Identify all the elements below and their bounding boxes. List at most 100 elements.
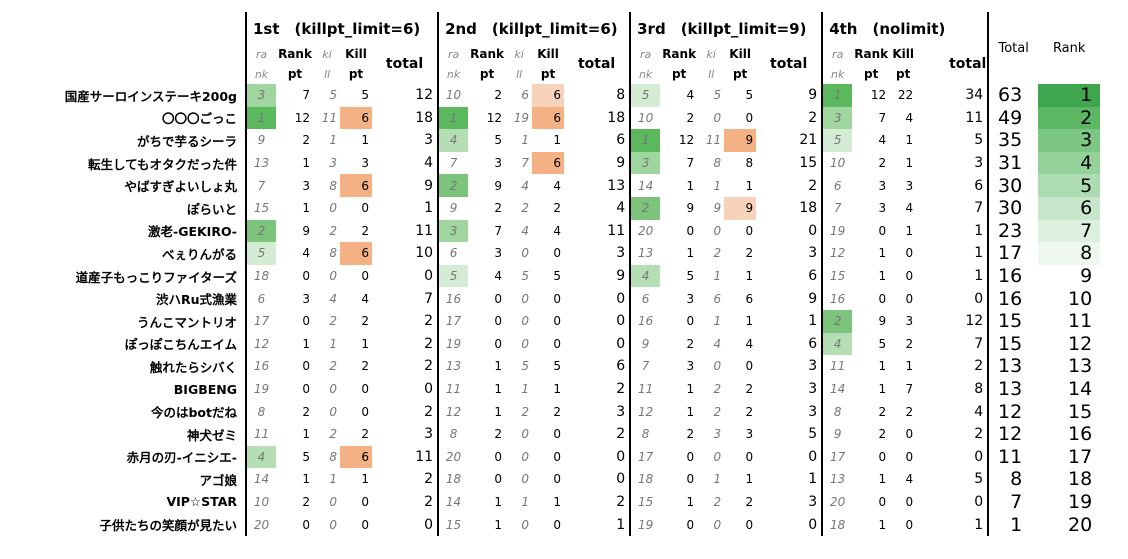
game-total: 3 bbox=[424, 132, 434, 149]
overall-rank: 2 bbox=[1038, 106, 1101, 130]
team-name: 国産サーロインステーキ200g bbox=[64, 88, 237, 104]
kills: 0 bbox=[713, 517, 722, 532]
team-name: アゴ娘 bbox=[199, 472, 237, 488]
game-total: 2 bbox=[616, 493, 626, 510]
kills: 0 bbox=[329, 269, 337, 284]
table-row: 触れたらシバく 16 0 2 2 2 13 1 5 5 6 7 3 0 0 3 11 1 1 2 13 13 bbox=[0, 355, 1100, 378]
subheader-rank: Rank bbox=[854, 47, 889, 61]
kill-points-blank bbox=[916, 107, 948, 130]
game-rank: 6 bbox=[437, 242, 469, 265]
kills: 2 bbox=[329, 359, 337, 374]
game-rank: 5 bbox=[629, 84, 661, 107]
subheader-pt: pt bbox=[732, 67, 748, 81]
game-rank: 1 bbox=[821, 84, 853, 107]
rank-points: 4 bbox=[302, 246, 310, 261]
table-row: 神犬ゼミ 11 1 2 2 3 8 2 0 0 2 8 2 3 3 5 9 2 0 2 12 16 bbox=[0, 422, 1100, 446]
rank-points: 7 bbox=[494, 223, 503, 238]
subheader-pt: pt bbox=[896, 67, 911, 81]
game-rank: 4 bbox=[629, 264, 661, 288]
game-rank: 16 bbox=[629, 309, 661, 333]
rank-points: 3 bbox=[878, 201, 887, 216]
game-total: 21 bbox=[799, 132, 818, 149]
game-rank: 3 bbox=[437, 219, 469, 243]
kills: 5 bbox=[713, 88, 722, 103]
table-row: アゴ娘 14 1 1 1 2 18 0 0 0 0 18 0 1 1 1 13 1 4 5 8 18 bbox=[0, 468, 1100, 491]
rank-points: 0 bbox=[878, 291, 887, 306]
game-rank: 17 bbox=[437, 309, 469, 333]
rank-points: 1 bbox=[494, 404, 503, 419]
kills: 0 bbox=[905, 427, 914, 442]
game-total: 8 bbox=[616, 87, 626, 104]
subheader-pt: pt bbox=[348, 67, 364, 81]
game-total: 1 bbox=[808, 471, 818, 488]
game-total: 2 bbox=[808, 109, 818, 126]
kills: 2 bbox=[713, 494, 722, 509]
game-total: 2 bbox=[616, 381, 626, 398]
rank-points: 0 bbox=[302, 314, 310, 329]
game-total: 6 bbox=[808, 335, 818, 352]
game-rank: 3 bbox=[629, 151, 661, 175]
kills: 2 bbox=[713, 382, 722, 397]
game-rank: 13 bbox=[629, 242, 661, 265]
kill-points: 1 bbox=[745, 472, 754, 487]
kill-points: 1 bbox=[361, 133, 369, 148]
kill-points: 0 bbox=[361, 269, 369, 284]
rank-points: 2 bbox=[878, 404, 887, 419]
game-total: 9 bbox=[424, 177, 434, 194]
kills: 5 bbox=[329, 88, 337, 103]
game-total: 2 bbox=[424, 471, 434, 488]
rank-points: 1 bbox=[686, 382, 695, 397]
rank-points: 12 bbox=[678, 133, 695, 148]
rank-points: 1 bbox=[302, 336, 310, 351]
kills: 4 bbox=[329, 291, 337, 306]
rank-points: 1 bbox=[302, 472, 310, 487]
game-total: 0 bbox=[616, 313, 626, 330]
kill-points: 2 bbox=[745, 494, 754, 509]
kill-points-blank bbox=[916, 468, 948, 491]
table-row: 赤月の刃-イニシエ- 4 5 8 6 11 20 0 0 0 0 17 0 0 0 0 17 0 0 0 11 17 bbox=[0, 445, 1100, 469]
rank-points: 4 bbox=[878, 133, 887, 148]
team-name: BIGBENG bbox=[173, 381, 237, 397]
game-rank: 4 bbox=[437, 129, 469, 152]
rank-points: 1 bbox=[878, 382, 887, 397]
game-rank: 18 bbox=[245, 264, 276, 288]
kill-points: 4 bbox=[361, 291, 369, 306]
kill-points-blank bbox=[916, 491, 948, 514]
kills: 1 bbox=[329, 472, 337, 487]
rank-points: 0 bbox=[302, 269, 310, 284]
subheader-pt: pt bbox=[671, 67, 687, 81]
game-total: 2 bbox=[424, 313, 434, 330]
rank-points: 4 bbox=[686, 88, 695, 103]
rank-points: 2 bbox=[302, 494, 310, 509]
kills: 1 bbox=[521, 494, 530, 509]
subheader-total: total bbox=[770, 56, 808, 72]
kills: 11 bbox=[321, 110, 337, 125]
overall-rank: 13 bbox=[1068, 355, 1093, 378]
kills: 0 bbox=[521, 314, 530, 329]
game-total: 1 bbox=[424, 200, 434, 217]
rank-points: 5 bbox=[686, 269, 695, 284]
overall-total: 12 bbox=[987, 400, 1039, 423]
kills: 4 bbox=[905, 201, 914, 216]
game-total: 6 bbox=[974, 177, 984, 194]
kill-points: 1 bbox=[553, 494, 562, 509]
game-total: 0 bbox=[974, 448, 984, 465]
rank-points: 2 bbox=[302, 133, 310, 148]
game-total: 2 bbox=[424, 335, 434, 352]
rank-points: 1 bbox=[494, 517, 503, 532]
rank-points: 3 bbox=[494, 156, 503, 171]
rank-points: 1 bbox=[494, 494, 503, 509]
rank-points: 2 bbox=[494, 201, 503, 216]
rank-points: 0 bbox=[494, 314, 503, 329]
kill-points: 4 bbox=[745, 336, 754, 351]
game-total: 3 bbox=[808, 493, 818, 510]
subheader-ll: ll bbox=[516, 67, 523, 81]
game-rank: 3 bbox=[821, 106, 853, 130]
table-row: ぽらいと 15 1 0 0 1 9 2 2 2 4 2 9 9 9 18 7 3 4 7 30 6 bbox=[0, 196, 1101, 220]
kills: 4 bbox=[905, 472, 914, 487]
game-total: 0 bbox=[808, 516, 818, 533]
overall-rank: 4 bbox=[1038, 151, 1101, 175]
game-total: 0 bbox=[424, 268, 434, 285]
game-rank: 14 bbox=[821, 377, 853, 401]
game-rank: 16 bbox=[821, 287, 853, 310]
